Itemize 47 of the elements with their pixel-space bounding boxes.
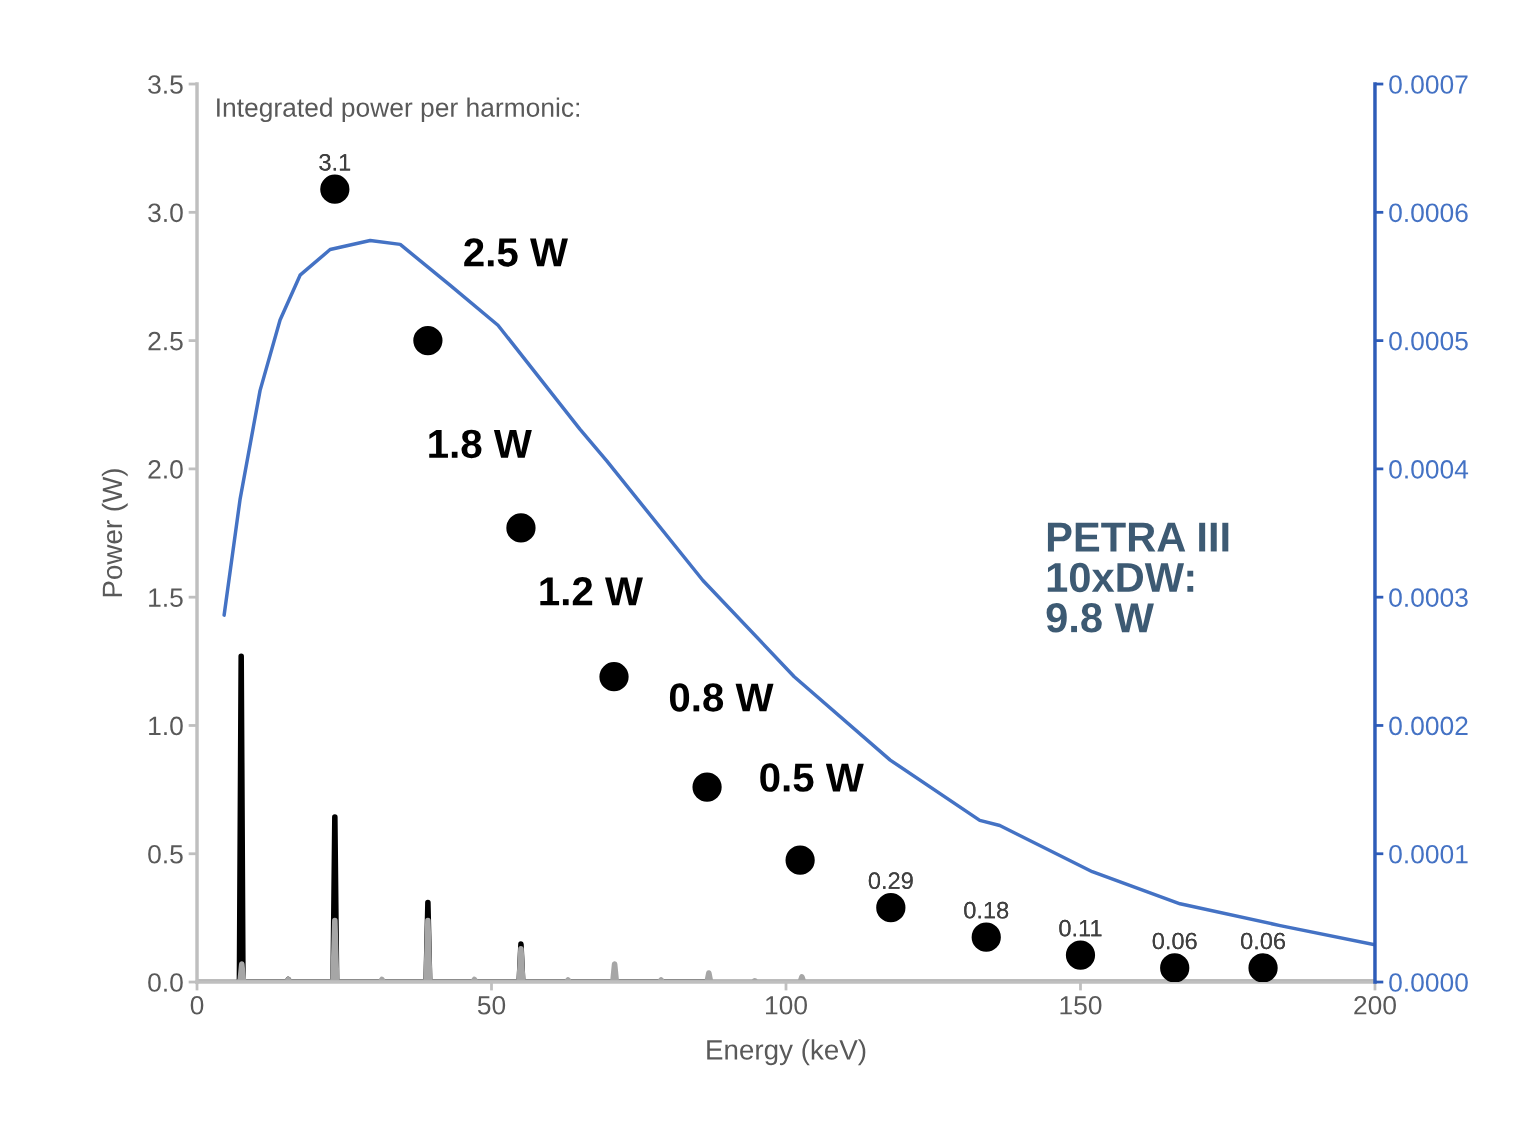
point: [971, 922, 1001, 952]
x-tick-label: 150: [1060, 995, 1102, 1015]
y-tick-label: 0.0: [148, 973, 183, 992]
point: [785, 845, 815, 875]
y-tick-label: 3.5: [148, 75, 183, 94]
point: [876, 893, 906, 923]
annotation: PETRA III 10xDW: 9.8 W: [1046, 522, 1229, 633]
point: [1065, 940, 1096, 970]
annotation: 2.5 W: [464, 238, 568, 267]
data-label: 3.1: [319, 153, 351, 171]
point: [320, 174, 350, 204]
y2-tick-label: 0.0000: [1389, 973, 1468, 992]
y-tick-label: 3.0: [148, 203, 183, 223]
annotation: 0.5 W: [760, 763, 864, 792]
point: [506, 513, 536, 543]
x-tick-label: 0: [190, 995, 204, 1015]
annotation: 1.2 W: [540, 577, 643, 606]
y2-tick-label: 0.0002: [1389, 716, 1468, 736]
y-axis-title: Power (W): [101, 469, 128, 597]
annotation: Integrated power per harmonic:: [217, 97, 579, 123]
point: [599, 662, 629, 692]
data-label: 0.29: [868, 872, 913, 890]
y-tick-label: 1.0: [149, 716, 183, 736]
x-axis-title: Energy (keV): [707, 1039, 866, 1066]
y-tick-label: 1.5: [149, 588, 183, 607]
point: [1248, 953, 1278, 983]
annotation: 0.8 W: [669, 683, 774, 712]
y2-tick-label: 0.0006: [1389, 203, 1468, 223]
x-tick-label: 200: [1354, 995, 1396, 1015]
y-tick-label: 0.5: [148, 844, 183, 864]
y-tick-label: 2.0: [148, 460, 183, 479]
y2-tick-label: 0.0001: [1389, 844, 1468, 864]
data-label: 0.11: [1059, 919, 1102, 937]
y2-tick-label: 0.0003: [1389, 588, 1468, 607]
y2-tick-label: 0.0004: [1389, 460, 1469, 479]
point: [413, 325, 443, 356]
data-label: 0.18: [964, 901, 1009, 919]
data-label: 0.06: [1241, 932, 1286, 950]
y2-tick-label: 0.0007: [1389, 75, 1468, 94]
point: [1160, 953, 1190, 983]
y-tick-label: 2.5: [148, 331, 183, 351]
x-tick-label: 50: [477, 995, 506, 1015]
annotation: 1.8 W: [429, 429, 532, 459]
data-label: 0.06: [1152, 932, 1197, 950]
x-tick-label: 100: [765, 995, 807, 1015]
y2-tick-label: 0.0005: [1389, 331, 1468, 351]
point: [692, 772, 722, 802]
